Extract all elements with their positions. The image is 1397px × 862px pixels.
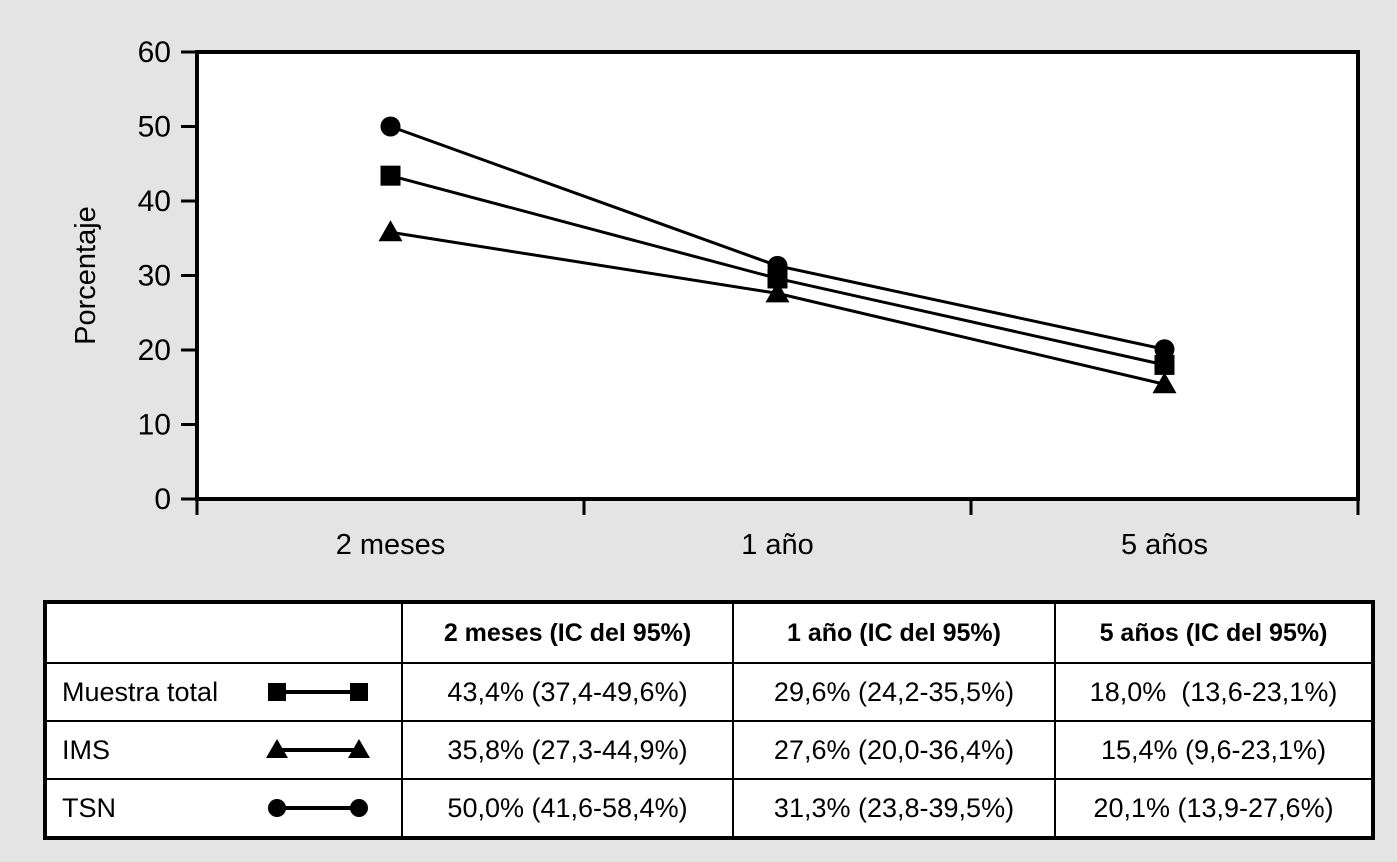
value-cell: 20,1% (13,9-27,6%) — [1054, 778, 1374, 839]
svg-text:5 años: 5 años — [1121, 529, 1208, 561]
row-label-cell: Muestra total — [44, 662, 403, 722]
value-cell: 43,4% (37,4-49,6%) — [401, 662, 734, 722]
value-cell: 18,0% (13,6-23,1%) — [1054, 662, 1374, 722]
svg-text:2 meses: 2 meses — [336, 529, 446, 561]
header-empty — [44, 601, 403, 664]
header-1-ano: 1 año (IC del 95%) — [732, 601, 1056, 664]
value-cell: 50,0% (41,6-58,4%) — [401, 778, 734, 839]
series-label: Muestra total — [62, 676, 219, 707]
value-cell: 35,8% (27,3-44,9%) — [401, 720, 734, 780]
svg-text:0: 0 — [154, 483, 171, 516]
percentage-line-chart: 0 10 20 30 40 50 60 2 meses 1 año 5 años Porcentaj… — [70, 36, 1360, 561]
svg-text:10: 10 — [138, 409, 171, 442]
confidence-interval-table: 2 meses (IC del 95%) 1 año (IC del 95%) … — [43, 600, 1375, 840]
series-label: TSN — [62, 792, 116, 823]
svg-text:40: 40 — [138, 185, 171, 218]
row-label-cell: IMS — [44, 720, 403, 780]
header-2-meses: 2 meses (IC del 95%) — [401, 601, 734, 664]
svg-text:1 año: 1 año — [741, 529, 814, 561]
triangle-line-symbol-icon — [266, 739, 370, 758]
table-row: TSN 50,0% (41,6-58,4%) 31,3% (23,8-39,5%… — [44, 778, 1374, 839]
table-header-row: 2 meses (IC del 95%) 1 año (IC del 95%) … — [44, 601, 1374, 664]
svg-text:30: 30 — [138, 260, 171, 293]
row-label-cell: TSN — [44, 778, 403, 839]
value-cell: 15,4% (9,6-23,1%) — [1054, 720, 1374, 780]
value-cell: 29,6% (24,2-35,5%) — [732, 662, 1056, 722]
value-cell: 27,6% (20,0-36,4%) — [732, 720, 1056, 780]
svg-text:60: 60 — [138, 36, 171, 69]
svg-text:50: 50 — [138, 111, 171, 144]
value-cell: 31,3% (23,8-39,5%) — [732, 778, 1056, 839]
header-5-anos: 5 años (IC del 95%) — [1054, 601, 1374, 664]
table-row: IMS 35,8% (27,3-44,9%) 27,6% (20,0-36,4%… — [44, 720, 1374, 780]
series-label: IMS — [62, 734, 111, 765]
circle-line-symbol-icon — [268, 799, 368, 817]
svg-text:Porcentaje: Porcentaje — [70, 206, 102, 345]
svg-text:20: 20 — [138, 334, 171, 367]
square-line-symbol-icon — [268, 683, 368, 701]
table-row: Muestra total 43,4% (37,4-49,6%) 29,6% (… — [44, 662, 1374, 722]
